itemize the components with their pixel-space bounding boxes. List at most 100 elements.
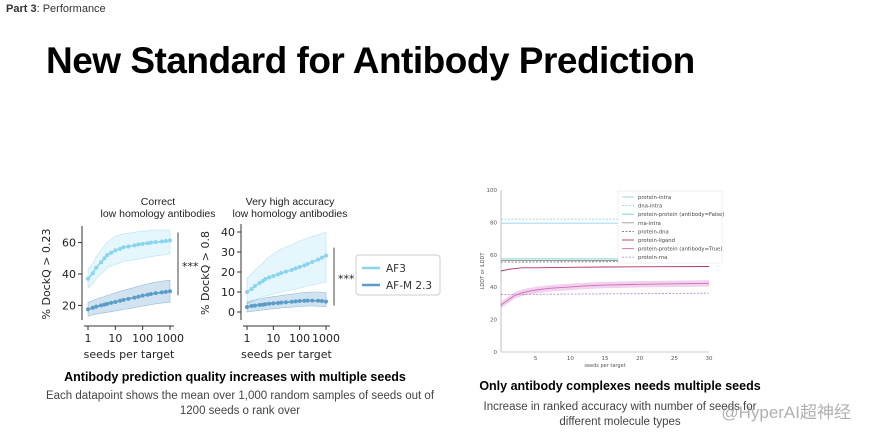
data-point [105,253,110,258]
data-point [121,245,126,250]
data-point [126,296,131,301]
data-point [113,248,118,253]
y-tick-label: 60 [490,253,497,259]
data-point [99,260,104,265]
chart1-svg: 20 40 60 1 10 100 1000 seeds per target % DockQ … [40,226,199,361]
x-tick-label: 1 [244,332,251,345]
data-point [109,300,114,305]
data-point [136,294,141,299]
part-label: Part 3: Performance [6,3,106,15]
band-antibody [501,280,709,309]
data-point [145,292,150,297]
y-tick-label: 20 [221,266,235,279]
data-point [252,303,257,308]
legend-label: protein-intra [638,195,671,201]
data-point [324,253,328,258]
data-point [249,304,254,308]
x-tick-label: 25 [671,356,678,362]
data-point [118,298,123,303]
data-point [90,305,95,310]
data-point [94,304,99,309]
data-point [86,276,90,281]
data-point [324,299,328,304]
y-tick-label: 30 [221,246,235,259]
data-point [121,297,126,302]
data-point [271,301,276,306]
data-point [90,271,95,276]
chart1-title-line1: Correct [140,196,176,208]
x-tick-label: 10 [567,356,574,362]
data-point [302,263,307,268]
watermark: @HyperAI超神经 [721,403,851,422]
x-tick-label: 100 [132,332,153,345]
right-caption-bold: Only antibody complexes needs multiple s… [479,379,761,393]
data-point [293,299,298,304]
y-tick-label: 100 [487,188,498,194]
chart2-title-line2: low homology antibodies [232,208,348,220]
chart1-title: Correct low homology antibodies [58,196,258,220]
data-point [105,301,110,306]
y-tick-label: 40 [221,226,235,239]
data-point [163,289,168,294]
data-point [140,241,145,246]
x-tick-label: 1000 [156,332,184,345]
data-point [168,238,172,243]
data-point [168,289,172,294]
legend-label: rna-intra [638,221,661,227]
data-point [153,291,158,296]
x-tick-label: 100 [289,332,310,345]
data-point [148,240,153,245]
x-tick-label: 1000 [312,332,340,345]
data-point [289,268,294,272]
x-tick-label: 30 [706,356,713,362]
y-axis-label: % DockQ > 0.23 [40,229,53,320]
legend-label: AF-M 2.3 [386,280,432,292]
data-point [159,290,164,295]
significance-label: *** [182,260,199,273]
y-tick-label: 10 [221,286,235,299]
data-point [297,265,302,269]
y-tick-label: 20 [490,318,497,324]
data-point [289,299,294,304]
chart2-title: Very high accuracy low homology antibodie… [190,196,390,220]
data-point [267,275,272,280]
part-number: Part 3 [6,3,37,15]
band-af3 [87,229,171,289]
chart3-svg: 0 20 40 60 80 100 5 10 15 20 25 30 seeds per target L… [480,188,724,369]
data-point [245,290,249,294]
series-line-protein-protein-antibody-true- [500,282,710,306]
data-point [249,287,254,291]
x-axis-label: seeds per target [584,363,625,369]
data-point [316,257,321,262]
data-point [109,250,114,255]
legend-label: protein-ligand [638,238,675,244]
x-tick-label: 10 [108,332,122,345]
part-name: Performance [42,3,106,15]
data-point [148,291,153,296]
series-line-protein-ligand [500,266,710,272]
data-point [275,301,280,305]
data-point [99,303,104,308]
x-axis-label: seeds per target [84,348,175,361]
data-point [310,260,315,264]
page-title: New Standard for Antibody Prediction [46,40,695,81]
data-point [293,266,298,271]
y-tick-label: 80 [490,220,497,226]
data-point [279,300,284,305]
data-point [252,284,257,288]
data-point [319,255,324,260]
chart2-svg: 0 10 20 30 40 1 10 100 1000 seeds per target % Doc… [199,224,441,361]
data-point [126,244,131,249]
legend-label: dna-intra [638,204,662,210]
data-point [283,269,288,274]
legend-box [617,190,723,264]
data-point [86,307,90,312]
series-line-protein-rna [500,292,710,295]
legend-label: protein-protein (antibody=False) [638,212,724,218]
data-point [145,241,150,246]
y-tick-label: 0 [228,306,235,319]
data-point [257,303,262,307]
data-point [302,298,307,303]
band-af3 [246,231,327,305]
y-axis-label: LDDT or iLDDT [480,252,486,290]
